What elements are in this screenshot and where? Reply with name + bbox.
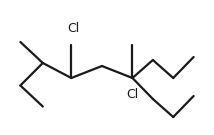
Text: Cl: Cl	[67, 22, 79, 35]
Text: Cl: Cl	[126, 88, 139, 101]
